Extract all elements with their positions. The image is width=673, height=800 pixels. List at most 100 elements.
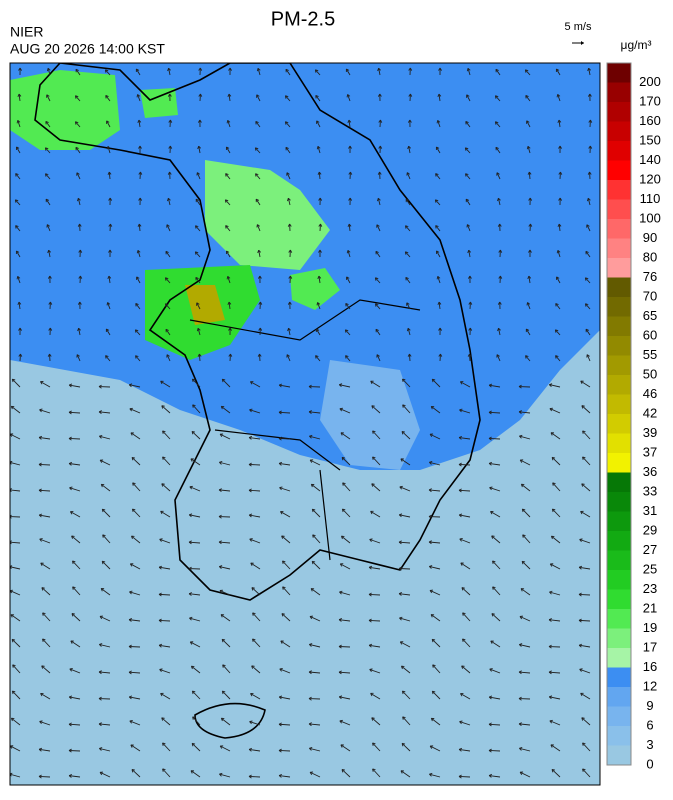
wind-arrow <box>279 750 290 751</box>
wind-arrow <box>159 620 170 621</box>
colorbar-label: 3 <box>646 737 653 752</box>
colorbar-box <box>607 473 631 493</box>
colorbar-box <box>607 161 631 181</box>
green-zone <box>10 70 120 150</box>
colorbar-label: 31 <box>643 503 657 518</box>
wind-arrow <box>579 620 590 621</box>
green-zone <box>140 88 178 118</box>
colorbar-box <box>607 141 631 161</box>
colorbar-box <box>607 590 631 610</box>
colorbar-label: 9 <box>646 698 653 713</box>
colorbar-box <box>607 668 631 688</box>
colorbar-box <box>607 239 631 259</box>
colorbar-box <box>607 336 631 356</box>
wind-arrow <box>249 464 260 465</box>
colorbar-box <box>607 102 631 122</box>
colorbar-box <box>607 414 631 434</box>
colorbar-label: 0 <box>646 756 653 771</box>
colorbar: 0369121617192123252729313336373942465055… <box>607 63 661 771</box>
colorbar-label: 50 <box>643 366 657 381</box>
colorbar-label: 150 <box>639 132 661 147</box>
colorbar-label: 17 <box>643 639 657 654</box>
datetime: AUG 20 2026 14:00 KST <box>10 41 165 57</box>
colorbar-label: 160 <box>639 113 661 128</box>
wind-arrow <box>579 594 590 595</box>
colorbar-label: 76 <box>643 269 657 284</box>
colorbar-label: 46 <box>643 386 657 401</box>
colorbar-label: 80 <box>643 249 657 264</box>
colorbar-label: 29 <box>643 522 657 537</box>
colorbar-box <box>607 356 631 376</box>
colorbar-label: 120 <box>639 171 661 186</box>
colorbar-box <box>607 551 631 571</box>
colorbar-box <box>607 648 631 668</box>
colorbar-label: 90 <box>643 230 657 245</box>
colorbar-box <box>607 219 631 239</box>
colorbar-box <box>607 63 631 83</box>
colorbar-label: 21 <box>643 600 657 615</box>
colorbar-box <box>607 609 631 629</box>
colorbar-box <box>607 629 631 649</box>
colorbar-box <box>607 375 631 395</box>
unit: μg/m³ <box>621 38 652 52</box>
wind-arrow <box>459 464 470 465</box>
colorbar-box <box>607 297 631 317</box>
colorbar-label: 12 <box>643 678 657 693</box>
colorbar-label: 39 <box>643 425 657 440</box>
colorbar-label: 100 <box>639 210 661 225</box>
wind-arrow <box>159 594 170 595</box>
colorbar-label: 70 <box>643 288 657 303</box>
colorbar-box <box>607 453 631 473</box>
wind-arrow <box>39 464 50 465</box>
wind-arrow <box>459 776 470 777</box>
colorbar-box <box>607 317 631 337</box>
colorbar-box <box>607 395 631 415</box>
colorbar-label: 36 <box>643 464 657 479</box>
colorbar-label: 200 <box>639 74 661 89</box>
colorbar-box <box>607 180 631 200</box>
colorbar-box <box>607 570 631 590</box>
colorbar-label: 23 <box>643 581 657 596</box>
colorbar-box <box>607 726 631 746</box>
wind-arrow <box>369 594 380 595</box>
colorbar-label: 110 <box>640 191 661 206</box>
colorbar-box <box>607 122 631 142</box>
colorbar-label: 19 <box>643 620 657 635</box>
wind-arrow <box>69 750 80 751</box>
colorbar-label: 37 <box>643 444 657 459</box>
colorbar-box <box>607 492 631 512</box>
colorbar-box <box>607 531 631 551</box>
colorbar-label: 140 <box>639 152 661 167</box>
wind-scale: 5 m/s <box>565 21 592 33</box>
colorbar-box <box>607 83 631 103</box>
wind-arrow <box>249 776 260 777</box>
colorbar-box <box>607 687 631 707</box>
wind-scale-arrowhead <box>581 41 584 45</box>
colorbar-label: 27 <box>643 542 657 557</box>
colorbar-label: 65 <box>643 308 657 323</box>
wind-arrow <box>489 438 500 439</box>
colorbar-label: 33 <box>643 483 657 498</box>
colorbar-label: 60 <box>643 327 657 342</box>
colorbar-box <box>607 278 631 298</box>
colorbar-label: 16 <box>643 659 657 674</box>
wind-arrow <box>369 620 380 621</box>
wind-arrow <box>279 438 290 439</box>
map <box>9 63 600 785</box>
colorbar-label: 42 <box>643 405 657 420</box>
wind-arrow <box>489 750 500 751</box>
colorbar-box <box>607 258 631 278</box>
wind-arrow <box>39 776 50 777</box>
colorbar-box <box>607 512 631 532</box>
colorbar-label: 6 <box>646 717 653 732</box>
agency: NIER <box>10 24 43 40</box>
title: PM-2.5 <box>271 8 335 30</box>
colorbar-box <box>607 707 631 727</box>
colorbar-box <box>607 746 631 766</box>
colorbar-label: 55 <box>643 347 657 362</box>
colorbar-box <box>607 434 631 454</box>
wind-arrow <box>69 438 80 439</box>
colorbar-label: 25 <box>643 561 657 576</box>
colorbar-label: 170 <box>639 93 661 108</box>
